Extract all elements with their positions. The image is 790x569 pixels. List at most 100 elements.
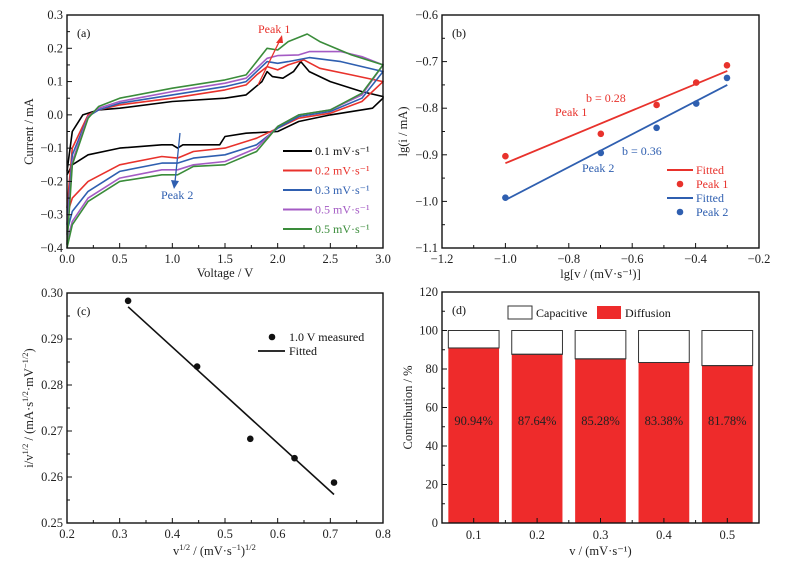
x-axis-label: v / (mV·s⁻¹) <box>569 544 631 558</box>
bar-data-label: 81.78% <box>708 414 747 428</box>
peak1-arrowhead <box>276 35 283 43</box>
cv-curve-series <box>66 60 384 176</box>
data-point <box>597 149 605 157</box>
label-part: i/v <box>22 454 36 468</box>
fit-line <box>505 70 728 165</box>
bar-segment-diffusion <box>701 365 753 523</box>
bar-segment-capacitive <box>701 330 754 367</box>
data-point <box>597 130 605 138</box>
panel-label: (d) <box>452 303 466 317</box>
data-point <box>692 100 700 107</box>
cv-curve-series <box>66 59 384 215</box>
data-point <box>502 194 509 201</box>
y-tick-label: 0.29 <box>41 332 63 346</box>
bar-segment-capacitive <box>574 330 627 360</box>
x-tick-label: −0.2 <box>748 252 771 266</box>
label-part: ) <box>241 544 245 558</box>
x-tick-label: 2.5 <box>323 252 339 266</box>
label-part: v <box>173 544 180 558</box>
legend-swatch <box>676 208 684 216</box>
data-point <box>723 74 731 82</box>
y-tick-label: 120 <box>419 285 438 299</box>
bar-segment-capacitive <box>511 330 563 355</box>
peak2-arrowhead <box>171 180 179 189</box>
peak1-label: Peak 1 <box>258 22 290 36</box>
label-part: / (mA·s <box>22 402 36 444</box>
x-tick-label: 0.2 <box>529 528 545 542</box>
x-tick-label: 0.4 <box>656 528 672 542</box>
y-tick-label: 80 <box>426 362 439 376</box>
y-tick-label: −1.1 <box>415 241 438 255</box>
data-point <box>653 101 660 109</box>
bar-segment-diffusion <box>575 358 626 523</box>
legend-entry: Diffusion <box>625 306 671 320</box>
label-part: ) <box>22 348 36 352</box>
y-tick-label: 0 <box>432 516 438 530</box>
label-part: 1/2 <box>245 542 256 552</box>
panel-label: (c) <box>77 304 90 318</box>
x-tick-label: 0.5 <box>719 528 735 542</box>
x-tick-label: 1.5 <box>217 252 233 266</box>
x-tick-label: −0.4 <box>684 252 707 266</box>
legend-entry: Fitted <box>696 163 724 177</box>
x-tick-label: 0.1 <box>466 528 482 542</box>
bar-segment-capacitive <box>638 330 690 363</box>
bar-segment-diffusion <box>511 354 563 523</box>
x-tick-label: 0.3 <box>112 527 128 541</box>
y-axis-label: i/v1/2 / (mA·s1/2·mV−1/2) <box>20 348 36 467</box>
peak1-arrow <box>257 39 281 86</box>
legend-swatch <box>268 333 276 341</box>
x-axis-label: Voltage / V <box>197 266 253 280</box>
x-tick-label: 0.6 <box>270 527 286 541</box>
legend-swatch <box>507 305 533 320</box>
bar-data-label: 90.94% <box>454 414 493 428</box>
fit-line <box>504 84 728 201</box>
x-tick-label: −1.2 <box>431 252 454 266</box>
y-tick-label: 0.30 <box>41 286 63 300</box>
x-tick-label: −0.8 <box>557 252 580 266</box>
legend: 0.1 mV·s⁻¹ 0.2 mV·s⁻¹ 0.3 mV·s⁻¹ 0.5 mV·s⁻¹… <box>283 144 370 236</box>
y-tick-label: 0.2 <box>47 41 63 55</box>
cv-curve-series <box>66 56 384 232</box>
x-axis-label: lg[v / (mV·s⁻¹)] <box>560 267 640 281</box>
label-part: 1/2 <box>20 444 30 455</box>
panel-label: (a) <box>77 26 90 40</box>
y-tick-label: 0.28 <box>41 378 63 392</box>
data-point <box>502 152 509 160</box>
x-tick-label: −0.6 <box>621 252 644 266</box>
data-point <box>246 435 254 443</box>
x-tick-label: 0.7 <box>323 527 339 541</box>
x-tick-label: 0.5 <box>112 252 128 266</box>
bar-segment-diffusion <box>638 362 690 523</box>
x-tick-label: 1.0 <box>165 252 181 266</box>
x-tick-label: −1.0 <box>494 252 517 266</box>
y-tick-label: 0.0 <box>47 108 63 122</box>
data-point <box>723 62 731 69</box>
legend-entry: Fitted <box>696 191 724 205</box>
x-tick-label: 2.0 <box>270 252 286 266</box>
x-tick-label: 0.3 <box>593 528 609 542</box>
peak2-arrow <box>174 132 181 183</box>
y-tick-label: −0.8 <box>415 101 438 115</box>
legend-entry: Capacitive <box>536 306 587 320</box>
y-axis-label: lg(i / mA) <box>396 107 410 157</box>
legend-swatch <box>676 180 684 188</box>
cv-curve-series <box>66 33 384 249</box>
y-tick-label: 60 <box>426 401 439 415</box>
panel-label: (b) <box>452 26 466 40</box>
legend-entry: 0.5 mV·s⁻¹ <box>315 203 370 217</box>
legend-entry: 0.3 mV·s⁻¹ <box>315 183 370 197</box>
y-tick-label: 20 <box>426 478 439 492</box>
y-axis-label: Contribution / % <box>401 365 415 449</box>
panel-c-fit-plot: 0.25 0.26 0.27 0.28 0.29 0.30 0.2 0.3 0.4 0.5 0.6 0… <box>20 286 391 558</box>
y-tick-label: 0.26 <box>41 470 63 484</box>
y-tick-label: −0.1 <box>40 141 63 155</box>
y-tick-label: −0.2 <box>40 174 63 188</box>
y-axis-label: Current / mA <box>22 98 36 165</box>
label-part: / (mV·s <box>190 544 232 558</box>
panel-b-log-plot: −1.1 −1.0 −0.9 −0.8 −0.7 −0.6 −1.2 −1.0 −0.8 −0.6… <box>396 8 770 281</box>
bar-segment-diffusion <box>448 347 500 523</box>
